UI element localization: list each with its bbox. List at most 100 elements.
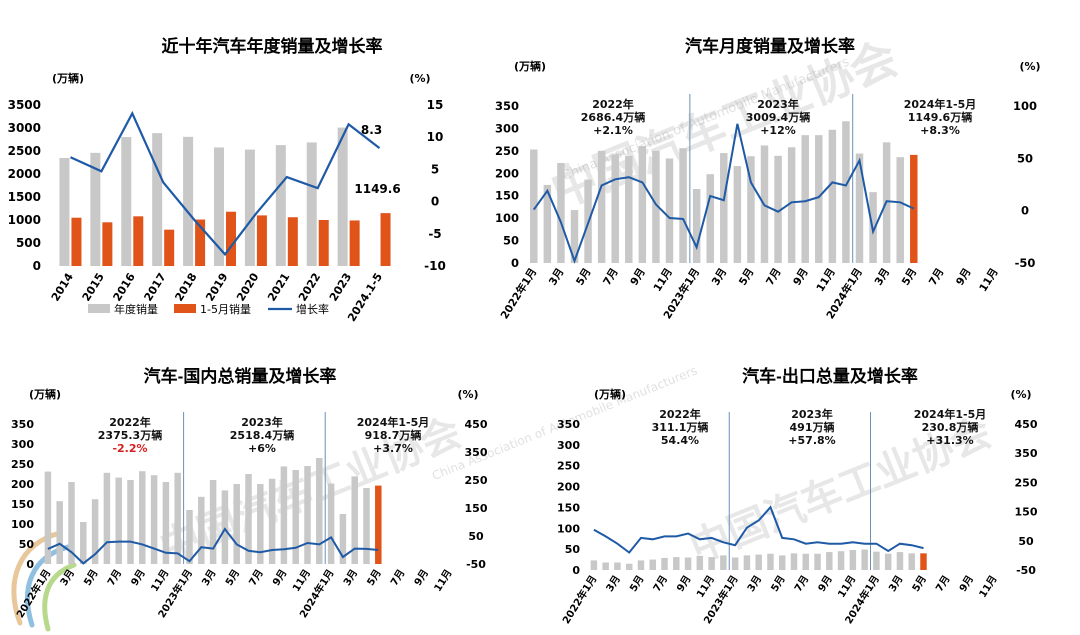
bar-monthly: [706, 174, 714, 263]
bar-annual-total: [244, 149, 255, 266]
bar-monthly: [127, 480, 134, 564]
y-left-tick-label: 500: [16, 236, 41, 250]
bar-monthly: [625, 563, 633, 570]
x-tick-label: 7月: [388, 567, 407, 588]
y-left-tick-label: 350: [557, 418, 580, 431]
bar-monthly: [815, 135, 823, 263]
x-tick-label: 2019: [203, 271, 230, 304]
bar-jan-may: [349, 220, 360, 266]
y-left-tick-label: 2500: [8, 144, 41, 158]
x-tick-label: 11月: [836, 573, 859, 600]
bar-monthly: [233, 484, 240, 564]
x-tick-label: 3月: [547, 266, 567, 287]
x-tick-label: 5月: [737, 266, 757, 287]
bar-jan-may: [318, 220, 329, 266]
x-tick-label: 5月: [365, 567, 384, 588]
bar-monthly: [280, 466, 288, 564]
x-tick-label: 3月: [58, 567, 77, 588]
bar-monthly-latest: [920, 553, 927, 570]
x-tick-label: 2021: [265, 271, 292, 304]
x-tick-label: 7月: [764, 266, 784, 287]
bar-monthly: [91, 499, 99, 564]
bar-jan-may: [195, 219, 206, 266]
bar-monthly: [649, 559, 656, 570]
bar-monthly: [150, 475, 158, 564]
annotation-text: +6%: [248, 442, 276, 455]
y-left-tick-label: 0: [33, 259, 41, 273]
bar-monthly: [221, 490, 229, 564]
x-tick-label: 5月: [574, 266, 594, 287]
x-tick-label: 9月: [674, 573, 693, 594]
bar-monthly: [44, 471, 52, 564]
bar-monthly: [696, 555, 704, 570]
annotation-text: 2023年: [757, 97, 799, 111]
x-tick-label: 9月: [791, 266, 811, 287]
y-right-tick-label: 50: [1018, 535, 1034, 548]
annotation-text: 2023年: [241, 415, 283, 429]
x-tick-label: 2022年1月: [559, 573, 599, 626]
y-left-tick-label: 100: [11, 518, 34, 531]
y-left-tick-label: 250: [495, 144, 519, 158]
y-right-tick-label: 50: [468, 530, 484, 543]
bar-monthly: [209, 480, 217, 564]
x-tick-label: 3月: [341, 567, 360, 588]
y-right-tick-label: 100: [1013, 99, 1037, 113]
y-left-tick-label: 100: [495, 211, 519, 225]
chart-title: 汽车月度销量及增长率: [685, 36, 855, 56]
bar-monthly: [68, 482, 75, 564]
y-left-unit: (万辆): [514, 59, 546, 73]
annotation-text: 2022年: [109, 415, 151, 429]
annotation-text: -2.2%: [112, 442, 147, 455]
y-right-tick-label: 5: [431, 162, 439, 176]
annotation-text: 2022年: [592, 97, 634, 111]
chart-title: 汽车-国内总销量及增长率: [144, 366, 337, 386]
bar-annual-total: [59, 157, 70, 266]
y-right-tick-label: 350: [465, 446, 488, 459]
y-right-tick-label: 150: [465, 502, 488, 515]
x-tick-label: 7月: [601, 266, 621, 287]
bar-monthly: [855, 153, 864, 263]
y-left-tick-label: 200: [495, 166, 519, 180]
annotation-text: 2023年: [791, 407, 833, 421]
bar-monthly: [708, 557, 715, 570]
x-tick-label: 2018: [172, 271, 199, 304]
y-left-tick-label: 300: [495, 121, 519, 135]
bar-annual-total: [152, 133, 163, 266]
y-left-tick-label: 50: [503, 234, 519, 248]
bar-monthly: [801, 135, 809, 263]
bar-monthly: [778, 555, 786, 570]
bar-jan-may: [164, 229, 175, 266]
bar-monthly: [557, 162, 565, 263]
x-tick-label: 5月: [769, 573, 788, 594]
growth-line: [70, 110, 381, 257]
bar-monthly: [755, 554, 762, 570]
x-tick-label: 2014: [49, 270, 76, 303]
bar-annual-total: [183, 136, 194, 266]
chart-monthly-panel: 汽车月度销量及增长率 (万辆) (%) 0 50 100 150 200 250 300 350 -5…: [470, 30, 1080, 340]
bar-jan-may: [133, 216, 144, 266]
y-right-tick-label: 250: [1015, 476, 1038, 489]
x-tick-label: 9月: [628, 266, 648, 287]
x-tick-label: 9月: [270, 567, 289, 588]
x-tick-label: 3月: [886, 573, 905, 594]
bar-monthly: [570, 210, 579, 263]
bar-monthly: [351, 476, 358, 564]
x-tick-label: 5月: [627, 573, 646, 594]
bar-monthly: [828, 129, 837, 263]
y-left-tick-label: 150: [557, 501, 580, 514]
bar-monthly: [814, 553, 821, 570]
x-tick-label: 2020: [234, 270, 261, 303]
bar-monthly: [720, 555, 727, 570]
bar-monthly: [625, 155, 633, 263]
bar-jan-may: [380, 213, 391, 266]
x-tick-label: 11月: [694, 573, 717, 600]
bar-monthly: [80, 522, 87, 564]
y-right-tick-label: 450: [465, 418, 488, 431]
y-left-tick-label: 3000: [8, 121, 41, 135]
bar-monthly: [665, 158, 674, 263]
bar-monthly: [774, 155, 782, 263]
x-tick-label: 2015: [80, 271, 107, 304]
bar-monthly: [861, 549, 868, 570]
annotation-text: 54.4%: [661, 434, 699, 447]
y-left-tick-label: 350: [495, 99, 519, 113]
